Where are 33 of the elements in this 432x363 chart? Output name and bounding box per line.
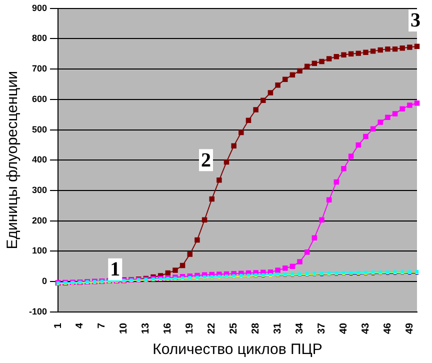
y-tick-label: 600: [32, 94, 48, 104]
x-tick-label: 43: [360, 322, 372, 334]
x-tick-label: 22: [206, 322, 218, 334]
x-tick-label: 25: [228, 322, 240, 334]
x-tick-label: 10: [118, 322, 130, 334]
y-tick-label: 900: [32, 2, 48, 13]
y-tick-label: 300: [32, 184, 48, 195]
y-tick-label: 400: [32, 154, 48, 165]
x-tick-label: 16: [162, 322, 174, 334]
x-tick-label: 34: [294, 322, 306, 334]
y-tick-label: 100: [32, 246, 48, 256]
x-tick-label: 40: [338, 322, 350, 334]
y-tick-label: 200: [32, 215, 48, 226]
x-tick-label: 7: [96, 322, 108, 328]
x-tick-label: 37: [316, 322, 328, 334]
y-axis-title: Единицы флуоресценции: [4, 70, 22, 250]
x-tick-label: 4: [74, 322, 86, 328]
x-tick-label: 13: [140, 322, 152, 334]
x-tick-label: 49: [404, 322, 416, 334]
x-axis-title: Количество циклов ПЦР: [152, 341, 322, 358]
annotation: 1: [110, 258, 120, 281]
annotation: 3: [410, 10, 421, 32]
x-tick-label: 28: [250, 322, 262, 334]
y-tick-label: 800: [32, 33, 48, 44]
y-tick-label: -100: [29, 306, 48, 316]
y-tick-label: 500: [32, 124, 48, 134]
y-tick-label: 0: [42, 276, 48, 286]
annotation: 2: [201, 149, 212, 172]
y-tick-label: 700: [32, 64, 48, 74]
x-tick-label: 31: [272, 322, 284, 334]
x-tick-label: 46: [382, 322, 394, 334]
x-tick-label: 19: [184, 322, 196, 334]
x-tick-label: 1: [52, 322, 64, 328]
